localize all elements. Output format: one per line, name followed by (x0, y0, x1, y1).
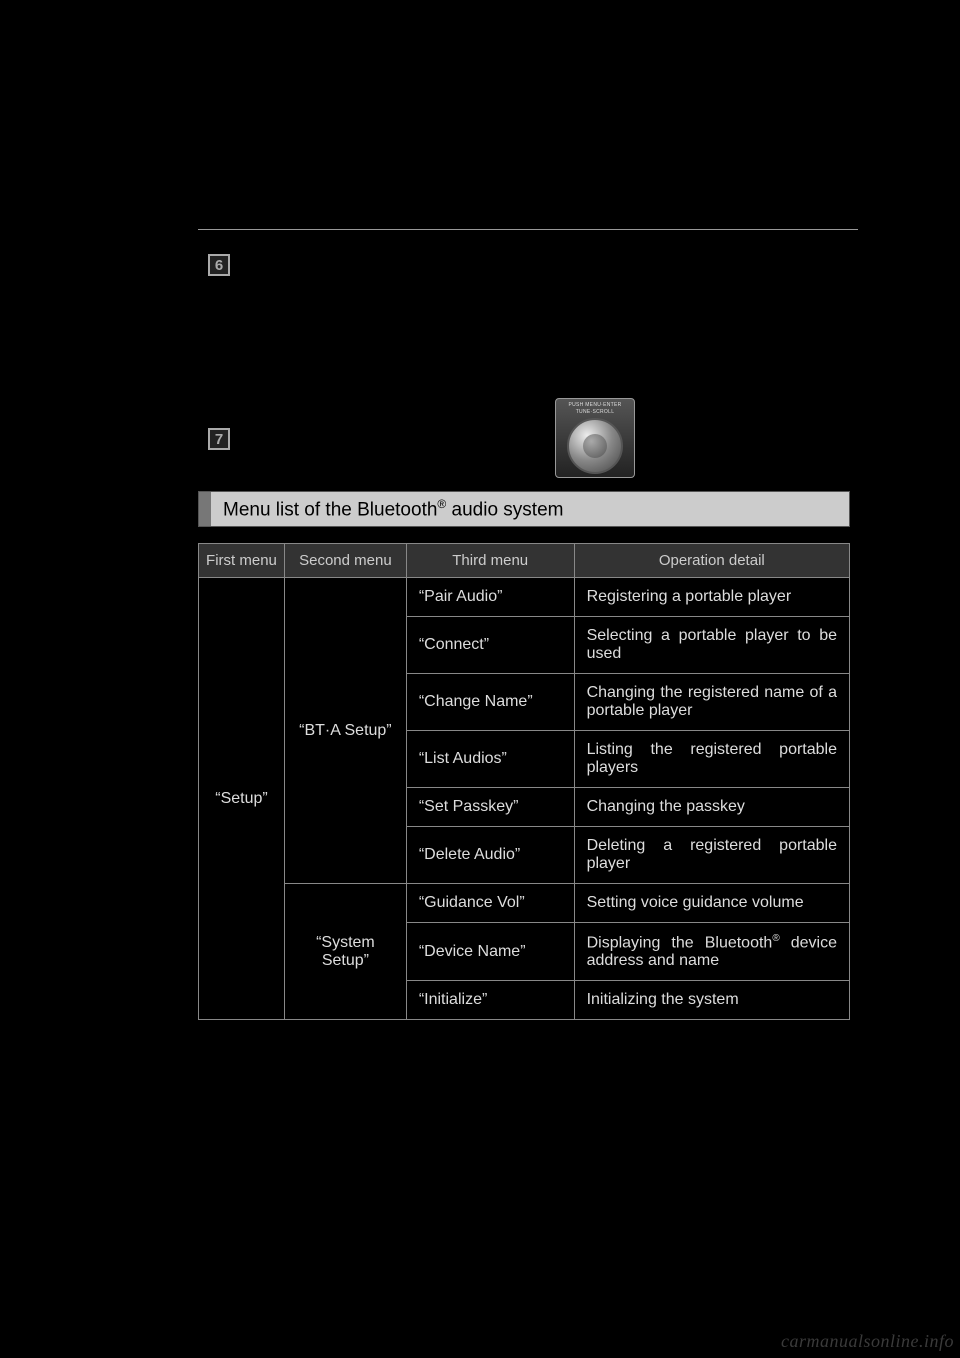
section-title-prefix: Menu list of the Bluetooth (223, 499, 437, 520)
cell-third-menu: “Set Passkey” (406, 788, 574, 827)
step-number-6: 6 (208, 254, 230, 276)
step-number-7: 7 (208, 428, 230, 450)
step-6: 6 (208, 254, 240, 279)
knob-label-line2: TUNE·SCROLL (576, 410, 615, 416)
cell-operation-detail: Setting voice guidance volume (574, 884, 849, 923)
menu-list-table: First menu Second menu Third menu Operat… (198, 543, 850, 1020)
cell-third-menu: “Device Name” (406, 923, 574, 981)
cell-text-pre: Displaying the Bluetooth (587, 934, 773, 951)
knob-label-line1: PUSH MENU·ENTER (568, 403, 621, 409)
cell-third-menu: “List Audios” (406, 731, 574, 788)
manual-page: 6 7 PUSH MENU·ENTER TUNE·SCROLL Menu lis… (80, 0, 880, 1358)
cell-third-menu: “Delete Audio” (406, 827, 574, 884)
cell-operation-detail: Initializing the system (574, 981, 849, 1020)
th-operation-detail: Operation detail (574, 544, 849, 578)
cell-third-menu: “Guidance Vol” (406, 884, 574, 923)
cell-operation-detail: Selecting a portable player to be used (574, 617, 849, 674)
step-number-box: 6 (208, 254, 230, 276)
horizontal-rule (198, 229, 858, 230)
th-first-menu: First menu (199, 544, 285, 578)
cell-operation-detail: Changing the passkey (574, 788, 849, 827)
cell-operation-detail: Listing the registered portable players (574, 731, 849, 788)
registered-mark: ® (437, 497, 446, 511)
table-row: “Setup” “BT·A Setup” “Pair Audio” Regist… (199, 578, 850, 617)
cell-operation-detail: Registering a portable player (574, 578, 849, 617)
cell-operation-detail: Changing the registered name of a portab… (574, 674, 849, 731)
tune-scroll-knob-image: PUSH MENU·ENTER TUNE·SCROLL (555, 398, 635, 478)
section-title-suffix: audio system (446, 499, 563, 520)
cell-operation-detail: Displaying the Bluetooth® device address… (574, 923, 849, 981)
cell-third-menu: “Initialize” (406, 981, 574, 1020)
cell-second-menu-system: “System Setup” (284, 884, 406, 1020)
cell-third-menu: “Pair Audio” (406, 578, 574, 617)
th-third-menu: Third menu (406, 544, 574, 578)
registered-mark: ® (772, 933, 779, 944)
section-heading-text: Menu list of the Bluetooth® audio system (223, 497, 564, 521)
table-header-row: First menu Second menu Third menu Operat… (199, 544, 850, 578)
table-row: “System Setup” “Guidance Vol” Setting vo… (199, 884, 850, 923)
th-second-menu: Second menu (284, 544, 406, 578)
section-heading-bar: Menu list of the Bluetooth® audio system (198, 491, 850, 527)
cell-first-menu-setup: “Setup” (199, 578, 285, 1020)
step-number-box: 7 (208, 428, 230, 450)
knob-dial-icon (567, 418, 623, 474)
watermark-text: carmanualsonline.info (781, 1331, 954, 1352)
cell-third-menu: “Change Name” (406, 674, 574, 731)
cell-operation-detail: Deleting a registered portable player (574, 827, 849, 884)
cell-third-menu: “Connect” (406, 617, 574, 674)
cell-second-menu-bta: “BT·A Setup” (284, 578, 406, 884)
step-7: 7 (208, 428, 240, 453)
